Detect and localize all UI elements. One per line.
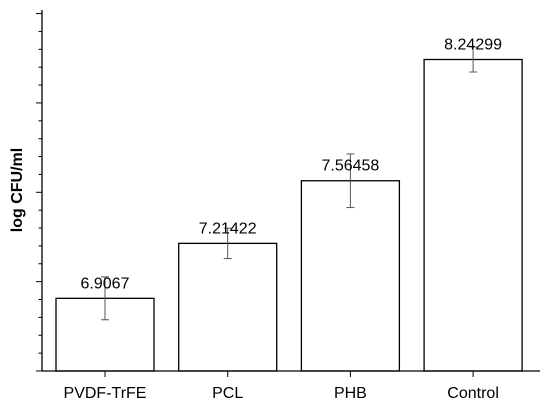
axes-layer: PVDF-TrFE PCL PHB Control xyxy=(36,10,540,402)
bars-layer xyxy=(55,58,523,372)
x-tick-label: PHB xyxy=(334,385,367,402)
error-bars-layer xyxy=(101,46,478,321)
bar-pcl xyxy=(178,242,278,372)
x-tick-label: PCL xyxy=(212,385,243,402)
y-axis-label: log CFU/ml xyxy=(9,148,26,232)
x-tick-label: PVDF-TrFE xyxy=(64,385,147,402)
value-labels-layer: 6.9067 7.21422 7.56458 8.24299 xyxy=(81,37,503,293)
error-bar-pcl xyxy=(223,227,232,260)
error-bar-control xyxy=(469,46,478,73)
value-label-pcl: 7.21422 xyxy=(199,220,257,237)
value-label-pvdf-trfe: 6.9067 xyxy=(81,275,130,292)
value-label-phb: 7.56458 xyxy=(321,158,379,175)
bar-control xyxy=(423,58,523,372)
x-tick-label: Control xyxy=(447,385,499,402)
error-bar-phb xyxy=(346,153,355,209)
bar-phb xyxy=(300,180,401,372)
value-label-control: 8.24299 xyxy=(444,37,502,54)
error-bar-pvdf-trfe xyxy=(101,276,109,321)
